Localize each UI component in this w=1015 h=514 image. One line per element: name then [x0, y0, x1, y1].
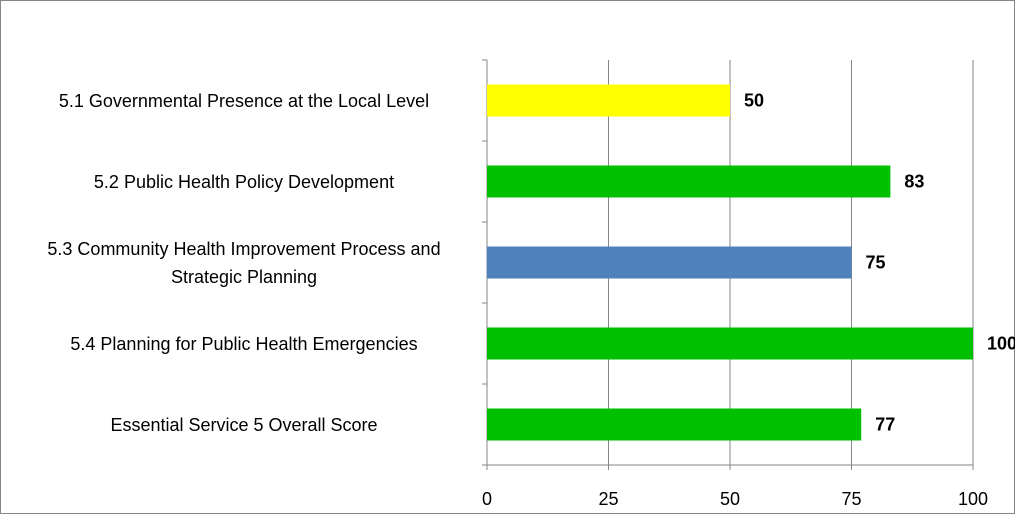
- bar: [487, 84, 730, 117]
- value-label: 100: [987, 333, 1015, 353]
- bar: [487, 327, 973, 360]
- x-tick-label: 50: [720, 489, 740, 509]
- x-tick-label: 75: [841, 489, 861, 509]
- value-label: 83: [904, 171, 924, 191]
- bar: [487, 246, 852, 279]
- value-label: 50: [744, 90, 764, 110]
- y-tick-label: 5.3 Community Health Improvement Process…: [47, 238, 441, 287]
- x-tick-label: 0: [482, 489, 492, 509]
- bar: [487, 165, 891, 198]
- x-tick-label: 100: [958, 489, 988, 509]
- value-label: 75: [866, 252, 886, 272]
- x-tick-label: 25: [598, 489, 618, 509]
- y-tick-label: 5.2 Public Health Policy Development: [93, 171, 395, 192]
- y-tick-label: 5.1 Governmental Presence at the Local L…: [58, 90, 430, 111]
- value-label: 77: [875, 414, 895, 434]
- bar: [487, 408, 862, 441]
- y-tick-label: 5.4 Planning for Public Health Emergenci…: [70, 333, 418, 354]
- y-tick-label: Essential Service 5 Overall Score: [110, 414, 378, 435]
